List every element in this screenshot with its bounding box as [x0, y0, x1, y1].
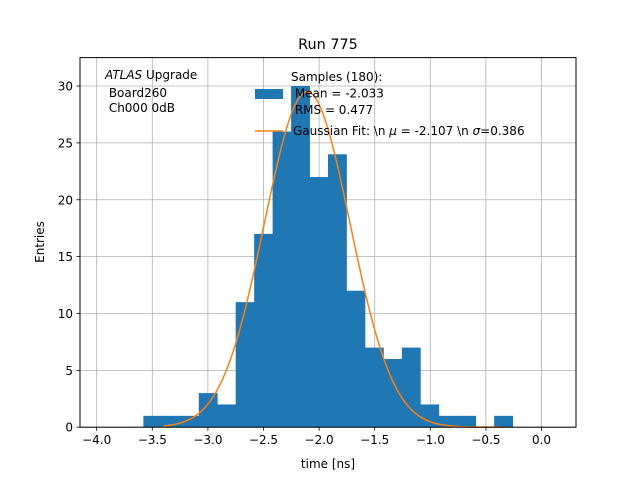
histogram-bar: [254, 233, 274, 428]
annotation-line-3: Ch000 0dB: [105, 101, 175, 115]
legend-fit-sigma-symbol: σ: [473, 124, 481, 138]
histogram-bar: [346, 290, 366, 428]
histogram-bars: [143, 86, 514, 428]
x-axis-label: time [ns]: [301, 457, 355, 471]
legend-histogram-line: RMS = 0.477: [291, 103, 373, 117]
y-tick-label: 30: [58, 80, 73, 94]
legend-fit-mu-value: = -2.107 \n: [397, 124, 473, 138]
legend-fit-prefix: Gaussian Fit: \n: [293, 124, 389, 138]
x-tick-label: −4.0: [82, 433, 111, 447]
legend-fit-label: Gaussian Fit: \n μ = -2.107 \n σ=0.386: [293, 124, 525, 138]
y-tick-label: 0: [65, 421, 73, 435]
y-tick-label: 20: [58, 193, 73, 207]
histogram-bar: [328, 154, 347, 428]
histogram-bar: [198, 393, 218, 428]
histogram-bar: [383, 358, 403, 428]
x-tick-label: −1.0: [416, 433, 445, 447]
legend-histogram-line: Samples (180):: [291, 70, 382, 84]
x-tick-label: 0.0: [532, 433, 551, 447]
legend: Samples (180): Mean = -2.033 RMS = 0.477…: [255, 70, 525, 138]
histogram-bar: [401, 347, 421, 428]
histogram-bar: [309, 177, 329, 428]
gaussian-fit: [163, 90, 503, 428]
annotation-line-1: ATLAS Upgrade: [104, 68, 197, 82]
y-tick-label: 5: [65, 364, 73, 378]
y-tick-label: 10: [58, 307, 73, 321]
x-tick-label: −2.0: [305, 433, 334, 447]
plot-frame: [79, 57, 577, 428]
legend-histogram-swatch: [255, 89, 283, 99]
x-tick-label: −1.5: [360, 433, 389, 447]
x-axis-ticks: −4.0 −3.5 −3.0 −2.5 −2.0 −1.5 −1.0 −0.5 0.0: [82, 427, 551, 447]
x-tick-label: −2.5: [249, 433, 278, 447]
atlas-annotation: ATLAS Upgrade Board260 Ch000 0dB: [104, 68, 197, 115]
histogram-bar: [457, 415, 477, 428]
y-axis-label: Entries: [33, 221, 47, 263]
histogram-bar: [161, 415, 181, 428]
legend-histogram-label: Samples (180): Mean = -2.033 RMS = 0.477: [291, 70, 384, 117]
annotation-line-2: Board260: [105, 86, 167, 100]
fit-curve: [163, 90, 503, 428]
histogram-bar: [364, 347, 384, 428]
annotation-atlas: ATLAS: [104, 68, 143, 82]
histogram-bar: [291, 86, 310, 428]
legend-fit-mu-symbol: μ: [388, 124, 397, 138]
legend-fit-sigma-value: =0.386: [480, 124, 524, 138]
x-tick-label: −3.0: [193, 433, 222, 447]
x-tick-label: −3.5: [138, 433, 167, 447]
legend-histogram-line: Mean = -2.033: [291, 87, 384, 101]
annotation-upgrade: Upgrade: [142, 68, 197, 82]
histogram-bar: [494, 415, 514, 428]
x-tick-label: −0.5: [471, 433, 500, 447]
histogram-bar: [143, 415, 163, 428]
histogram-bar: [438, 415, 458, 428]
histogram-bar: [272, 131, 292, 428]
histogram-bar: [180, 415, 200, 428]
histogram-bar: [235, 302, 255, 428]
chart-title: Run 775: [298, 37, 358, 53]
histogram-bar: [217, 404, 237, 428]
y-tick-label: 25: [58, 136, 73, 150]
y-axis-ticks: 0 5 10 15 20 25 30: [58, 80, 80, 435]
histogram-bar: [420, 404, 440, 428]
y-tick-label: 15: [58, 250, 73, 264]
